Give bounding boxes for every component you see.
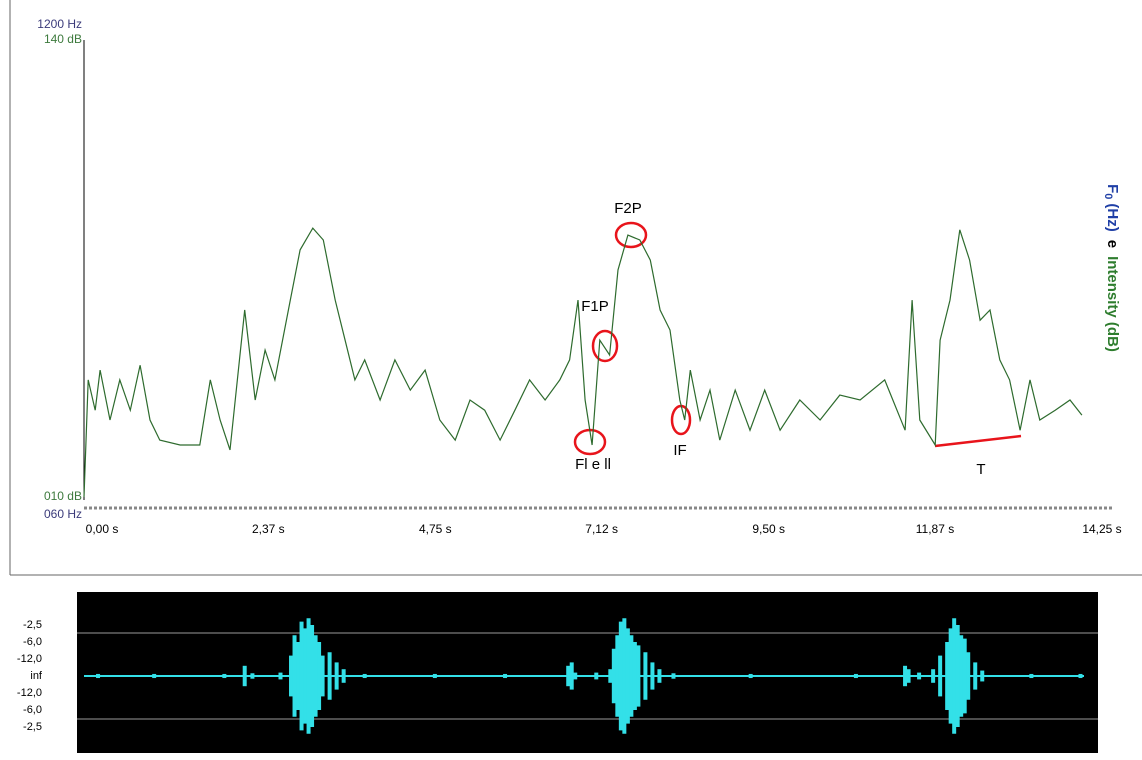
annotation-label: F1P: [581, 298, 609, 315]
hz-label: (Hz): [1104, 203, 1121, 231]
conjunction: e: [1104, 240, 1121, 248]
x-tick-label: 11,87 s: [916, 522, 954, 536]
waveform-panel: [77, 592, 1098, 753]
annotation-label: T: [976, 461, 985, 478]
annotation-marks: [573, 221, 1022, 456]
waveform-level-label: -6,0: [23, 636, 42, 648]
y2-tick-label: 060 Hz: [44, 507, 82, 521]
waveform-level-label: -6,0: [23, 704, 42, 716]
x-tick-label: 7,12 s: [585, 522, 618, 536]
waveform-level-label: inf: [30, 670, 43, 682]
axis-title: F0 (Hz) e Intensity (dB): [1102, 184, 1121, 352]
circle-annotation: [614, 221, 648, 249]
annotation-label: F2P: [614, 200, 642, 217]
circle-annotation: [670, 404, 692, 436]
x-tick-label: 0,00 s: [86, 522, 119, 536]
intensity-label: Intensity (dB): [1104, 256, 1121, 352]
f0-label: F: [1104, 184, 1121, 193]
x-tick-label: 4,75 s: [419, 522, 452, 536]
annotation-label: IF: [673, 442, 686, 459]
y2-tick-label: 1200 Hz: [37, 17, 82, 31]
annotation-label: Fl e ll: [575, 456, 611, 473]
waveform-level-label: -2,5: [23, 721, 42, 733]
y-tick-label: 140 dB: [44, 32, 82, 46]
x-tick-label: 14,25 s: [1082, 522, 1121, 536]
circle-annotation: [591, 329, 619, 363]
x-tick-label: 9,50 s: [752, 522, 785, 536]
x-tick-label: 2,37 s: [252, 522, 285, 536]
f0-subscript: 0: [1102, 193, 1114, 199]
t-segment: [934, 434, 1022, 448]
y-tick-label: 010 dB: [44, 489, 82, 503]
waveform-level-label: -2,5: [23, 619, 42, 631]
waveform-level-label: -12,0: [17, 653, 42, 665]
waveform-level-label: -12,0: [17, 687, 42, 699]
intensity-line: [83, 227, 1083, 498]
